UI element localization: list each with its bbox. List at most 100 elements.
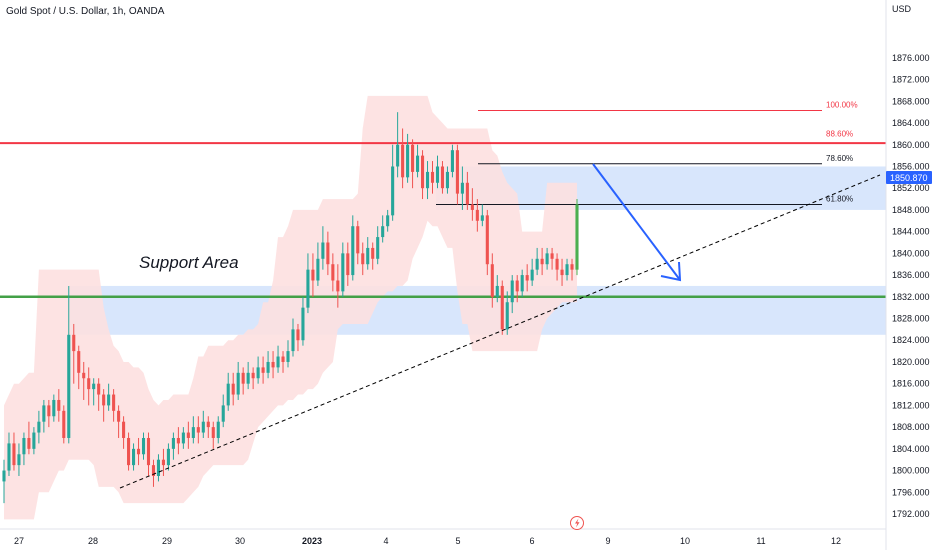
price-tick-label: 1840.000 xyxy=(892,248,930,258)
candle-body xyxy=(565,264,569,276)
price-tick-label: 1836.000 xyxy=(892,270,930,280)
candle-body xyxy=(107,394,111,406)
time-axis[interactable]: 27 28 29 30 2023 4 5 6 9 10 11 12 xyxy=(14,536,841,546)
candle-body xyxy=(261,367,265,373)
candle xyxy=(391,144,395,221)
candle-body xyxy=(201,421,205,433)
candle xyxy=(411,139,415,189)
candle xyxy=(216,416,220,444)
candle xyxy=(92,378,96,406)
candle xyxy=(52,394,56,422)
candle-body xyxy=(77,351,81,373)
candle xyxy=(321,226,325,270)
candle-body xyxy=(211,427,215,438)
projection-arrow xyxy=(592,163,681,281)
candle xyxy=(490,253,494,308)
candle xyxy=(256,356,260,384)
candle-body xyxy=(346,253,350,276)
candle-body xyxy=(465,182,469,205)
support-area-label: Support Area xyxy=(139,253,239,272)
candle-body xyxy=(176,437,180,444)
candle-body xyxy=(271,361,275,368)
candle-body xyxy=(336,280,340,292)
price-tick-label: 1860.000 xyxy=(892,140,930,150)
candle xyxy=(420,150,425,200)
time-tick-label: 12 xyxy=(831,536,841,546)
time-tick-label: 29 xyxy=(162,536,172,546)
candle-body xyxy=(430,171,435,183)
candle-body xyxy=(62,410,66,438)
candle-body xyxy=(17,454,21,466)
candle-body xyxy=(67,334,71,438)
candle xyxy=(450,144,454,178)
candle-body xyxy=(12,443,16,466)
candle-body xyxy=(321,242,325,259)
candle-body xyxy=(22,437,26,455)
candle xyxy=(47,399,51,428)
candle xyxy=(77,345,81,390)
candle xyxy=(17,443,21,476)
candle-body xyxy=(2,470,6,482)
candles-layer xyxy=(2,112,579,504)
price-tick-label: 1872.000 xyxy=(892,75,930,85)
candle xyxy=(211,421,215,449)
candle xyxy=(555,253,559,281)
candle xyxy=(231,372,235,406)
candle xyxy=(440,161,445,194)
time-tick-label: 28 xyxy=(88,536,98,546)
candle-body xyxy=(216,421,220,438)
fib-level-label: 61.80% xyxy=(826,194,853,203)
candle-body xyxy=(296,329,300,341)
candle xyxy=(196,416,200,444)
candle-body xyxy=(171,437,175,449)
candle-body xyxy=(141,437,146,455)
candle xyxy=(575,199,579,276)
price-tick-label: 1868.000 xyxy=(892,96,930,106)
candle xyxy=(246,361,250,390)
projection-arrowhead xyxy=(660,261,682,282)
candle xyxy=(2,459,6,504)
candle-body xyxy=(276,356,280,368)
candle xyxy=(550,247,554,270)
candle-body xyxy=(450,150,454,172)
candle-body xyxy=(470,204,474,210)
candle xyxy=(221,394,225,428)
candle xyxy=(37,410,41,444)
candle xyxy=(141,432,146,460)
candle-body xyxy=(490,264,494,297)
candle xyxy=(296,323,300,352)
time-tick-label: 11 xyxy=(756,536,765,546)
price-axis[interactable]: 1876.000 1872.000 1868.000 1864.000 1860.000… xyxy=(892,53,930,519)
candle-body xyxy=(306,269,310,308)
candle xyxy=(356,220,360,265)
drawings-layer xyxy=(119,163,881,489)
candle xyxy=(545,247,549,270)
candle xyxy=(146,432,151,476)
candle xyxy=(107,383,111,411)
candle-body xyxy=(331,264,335,281)
price-tick-label: 1792.000 xyxy=(892,509,930,519)
candle-body xyxy=(311,269,315,281)
candle-body xyxy=(97,383,101,395)
candle xyxy=(406,133,410,183)
candle xyxy=(97,378,101,411)
candle xyxy=(117,405,121,438)
candle xyxy=(425,161,430,200)
candle xyxy=(7,432,11,476)
price-tick-label: 1832.000 xyxy=(892,292,930,302)
candle xyxy=(515,275,519,303)
candle-body xyxy=(406,144,410,178)
candle-body xyxy=(356,226,360,254)
candle-body xyxy=(236,372,240,395)
candle xyxy=(32,427,36,455)
candle xyxy=(376,226,380,265)
candle xyxy=(82,361,86,400)
lightning-icon[interactable] xyxy=(570,516,584,530)
candle xyxy=(535,247,539,276)
time-tick-label: 9 xyxy=(605,536,610,546)
candle-body xyxy=(256,367,260,379)
price-tick-label: 1812.000 xyxy=(892,400,930,410)
candle-body xyxy=(545,253,549,265)
fib-level-label: 88.60% xyxy=(826,129,853,138)
